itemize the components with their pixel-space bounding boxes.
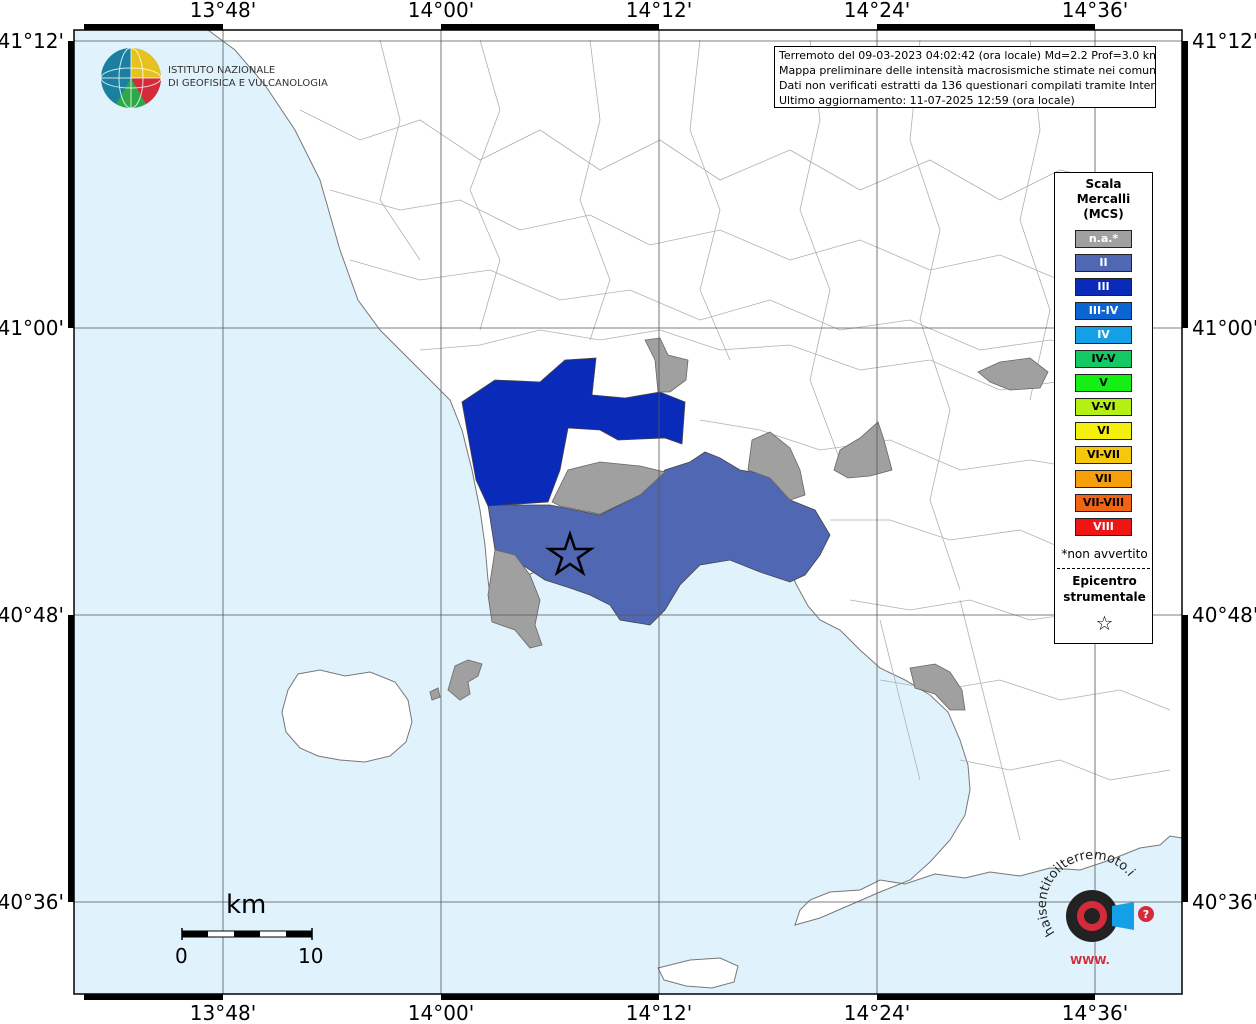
x-tick-labels-bottom: 13°48' 14°00' 14°12' 14°24' 14°36' [190,1001,1128,1024]
ingv-logo [100,47,162,109]
not-felt-region-east2 [833,421,893,479]
legend-star-icon: ☆ [1095,611,1114,635]
legend-item: VI [1075,422,1132,440]
not-felt-region-pozzuoli [487,549,543,649]
haisentito-logo: haisentitoilterremoto.it ? WWW. [1030,838,1154,967]
x-tick-bottom: 14°24' [844,1001,910,1024]
x-tick-bottom: 14°00' [408,1001,474,1024]
legend-item: VII-VIII [1075,494,1132,512]
legend-item: VIII [1075,518,1132,536]
legend-item: IV [1075,326,1132,344]
not-felt-region-east3 [977,357,1049,391]
legend-item: II [1075,254,1132,272]
event-info-box: Terremoto del 09-03-2023 04:02:42 (ora l… [774,46,1156,108]
logo-question-icon: ? [1143,908,1149,921]
x-tick-bottom: 14°36' [1062,1001,1128,1024]
x-tick-top: 14°00' [408,0,474,22]
x-tick-top: 13°48' [190,0,256,22]
scale-max: 10 [298,944,324,968]
x-tick-labels-top: 13°48' 14°00' 14°12' 14°24' 14°36' [190,0,1128,22]
legend-title-line3: (MCS) [1083,207,1124,221]
legend-item: V [1075,374,1132,392]
y-tick-right: 41°12' [1192,29,1256,53]
x-tick-bottom: 14°12' [626,1001,692,1024]
island-ischia [281,669,413,763]
legend-item: III-IV [1075,302,1132,320]
y-tick-right: 40°48' [1192,603,1256,627]
legend-item: IV-V [1075,350,1132,368]
scale-unit: km [226,890,267,920]
legend-divider [1057,568,1150,569]
x-tick-bottom: 13°48' [190,1001,256,1024]
island-vivara [429,687,441,701]
x-tick-top: 14°36' [1062,0,1128,22]
logo-speaker-icon [1112,902,1134,930]
y-tick-left: 41°00' [0,316,64,340]
y-tick-left: 41°12' [0,29,64,53]
y-tick-labels-left: 41°12' 41°00' 40°48' 40°36' [0,29,64,914]
legend-title: Scala Mercalli (MCS) [1055,177,1152,222]
legend-epicenter-line2: strumentale [1063,590,1146,604]
epicenter-star [544,530,596,577]
logo-www-text: WWW. [1070,954,1110,967]
y-tick-left: 40°36' [0,890,64,914]
not-felt-region-north [644,337,689,393]
event-info-line3: Dati non verificati estratti da 136 ques… [779,79,1156,92]
legend-note: *non avvertito [1061,547,1148,561]
legend-title-line1: Scala [1085,177,1122,191]
frame-ticks [68,24,1188,1000]
not-felt-region-center [551,461,666,515]
mcs-legend: Scala Mercalli (MCS) n.a.* II III III-IV IV I… [1054,172,1153,644]
ingv-name: ISTITUTO NAZIONALE DI GEOFISICA E VULCAN… [168,64,328,90]
logo-inner-dot [1084,908,1100,924]
intensity-region-III [461,357,686,507]
y-tick-left: 40°48' [0,603,64,627]
scale-min: 0 [175,944,188,968]
island-procida [447,659,483,701]
legend-item: V-VI [1075,398,1132,416]
island-capri [657,957,739,989]
legend-item: VII [1075,470,1132,488]
graticule [74,30,1182,994]
legend-item: n.a.* [1075,230,1132,248]
legend-item: VI-VII [1075,446,1132,464]
y-tick-labels-right: 41°12' 41°00' 40°48' 40°36' [1192,29,1256,914]
legend-item: III [1075,278,1132,296]
legend-title-line2: Mercalli [1076,192,1131,206]
x-tick-top: 14°12' [626,0,692,22]
legend-epicenter-line1: Epicentro [1072,574,1137,588]
scale-bar [181,928,313,940]
x-tick-top: 14°24' [844,0,910,22]
logo-question-badge [1138,906,1154,922]
y-tick-right: 41°00' [1192,316,1256,340]
event-info-line2: Mappa preliminare delle intensità macros… [779,64,1156,77]
legend-epicenter-label: Epicentro strumentale [1055,573,1154,605]
event-info-line4: Ultimo aggiornamento: 11-07-2025 12:59 (… [779,94,1075,107]
event-info-line1: Terremoto del 09-03-2023 04:02:42 (ora l… [779,49,1156,62]
y-tick-right: 40°36' [1192,890,1256,914]
not-felt-region-east1 [747,431,806,501]
not-felt-region-south [909,663,966,711]
ingv-name-line1: ISTITUTO NAZIONALE [168,65,276,76]
ingv-name-line2: DI GEOFISICA E VULCANOLOGIA [168,78,328,89]
